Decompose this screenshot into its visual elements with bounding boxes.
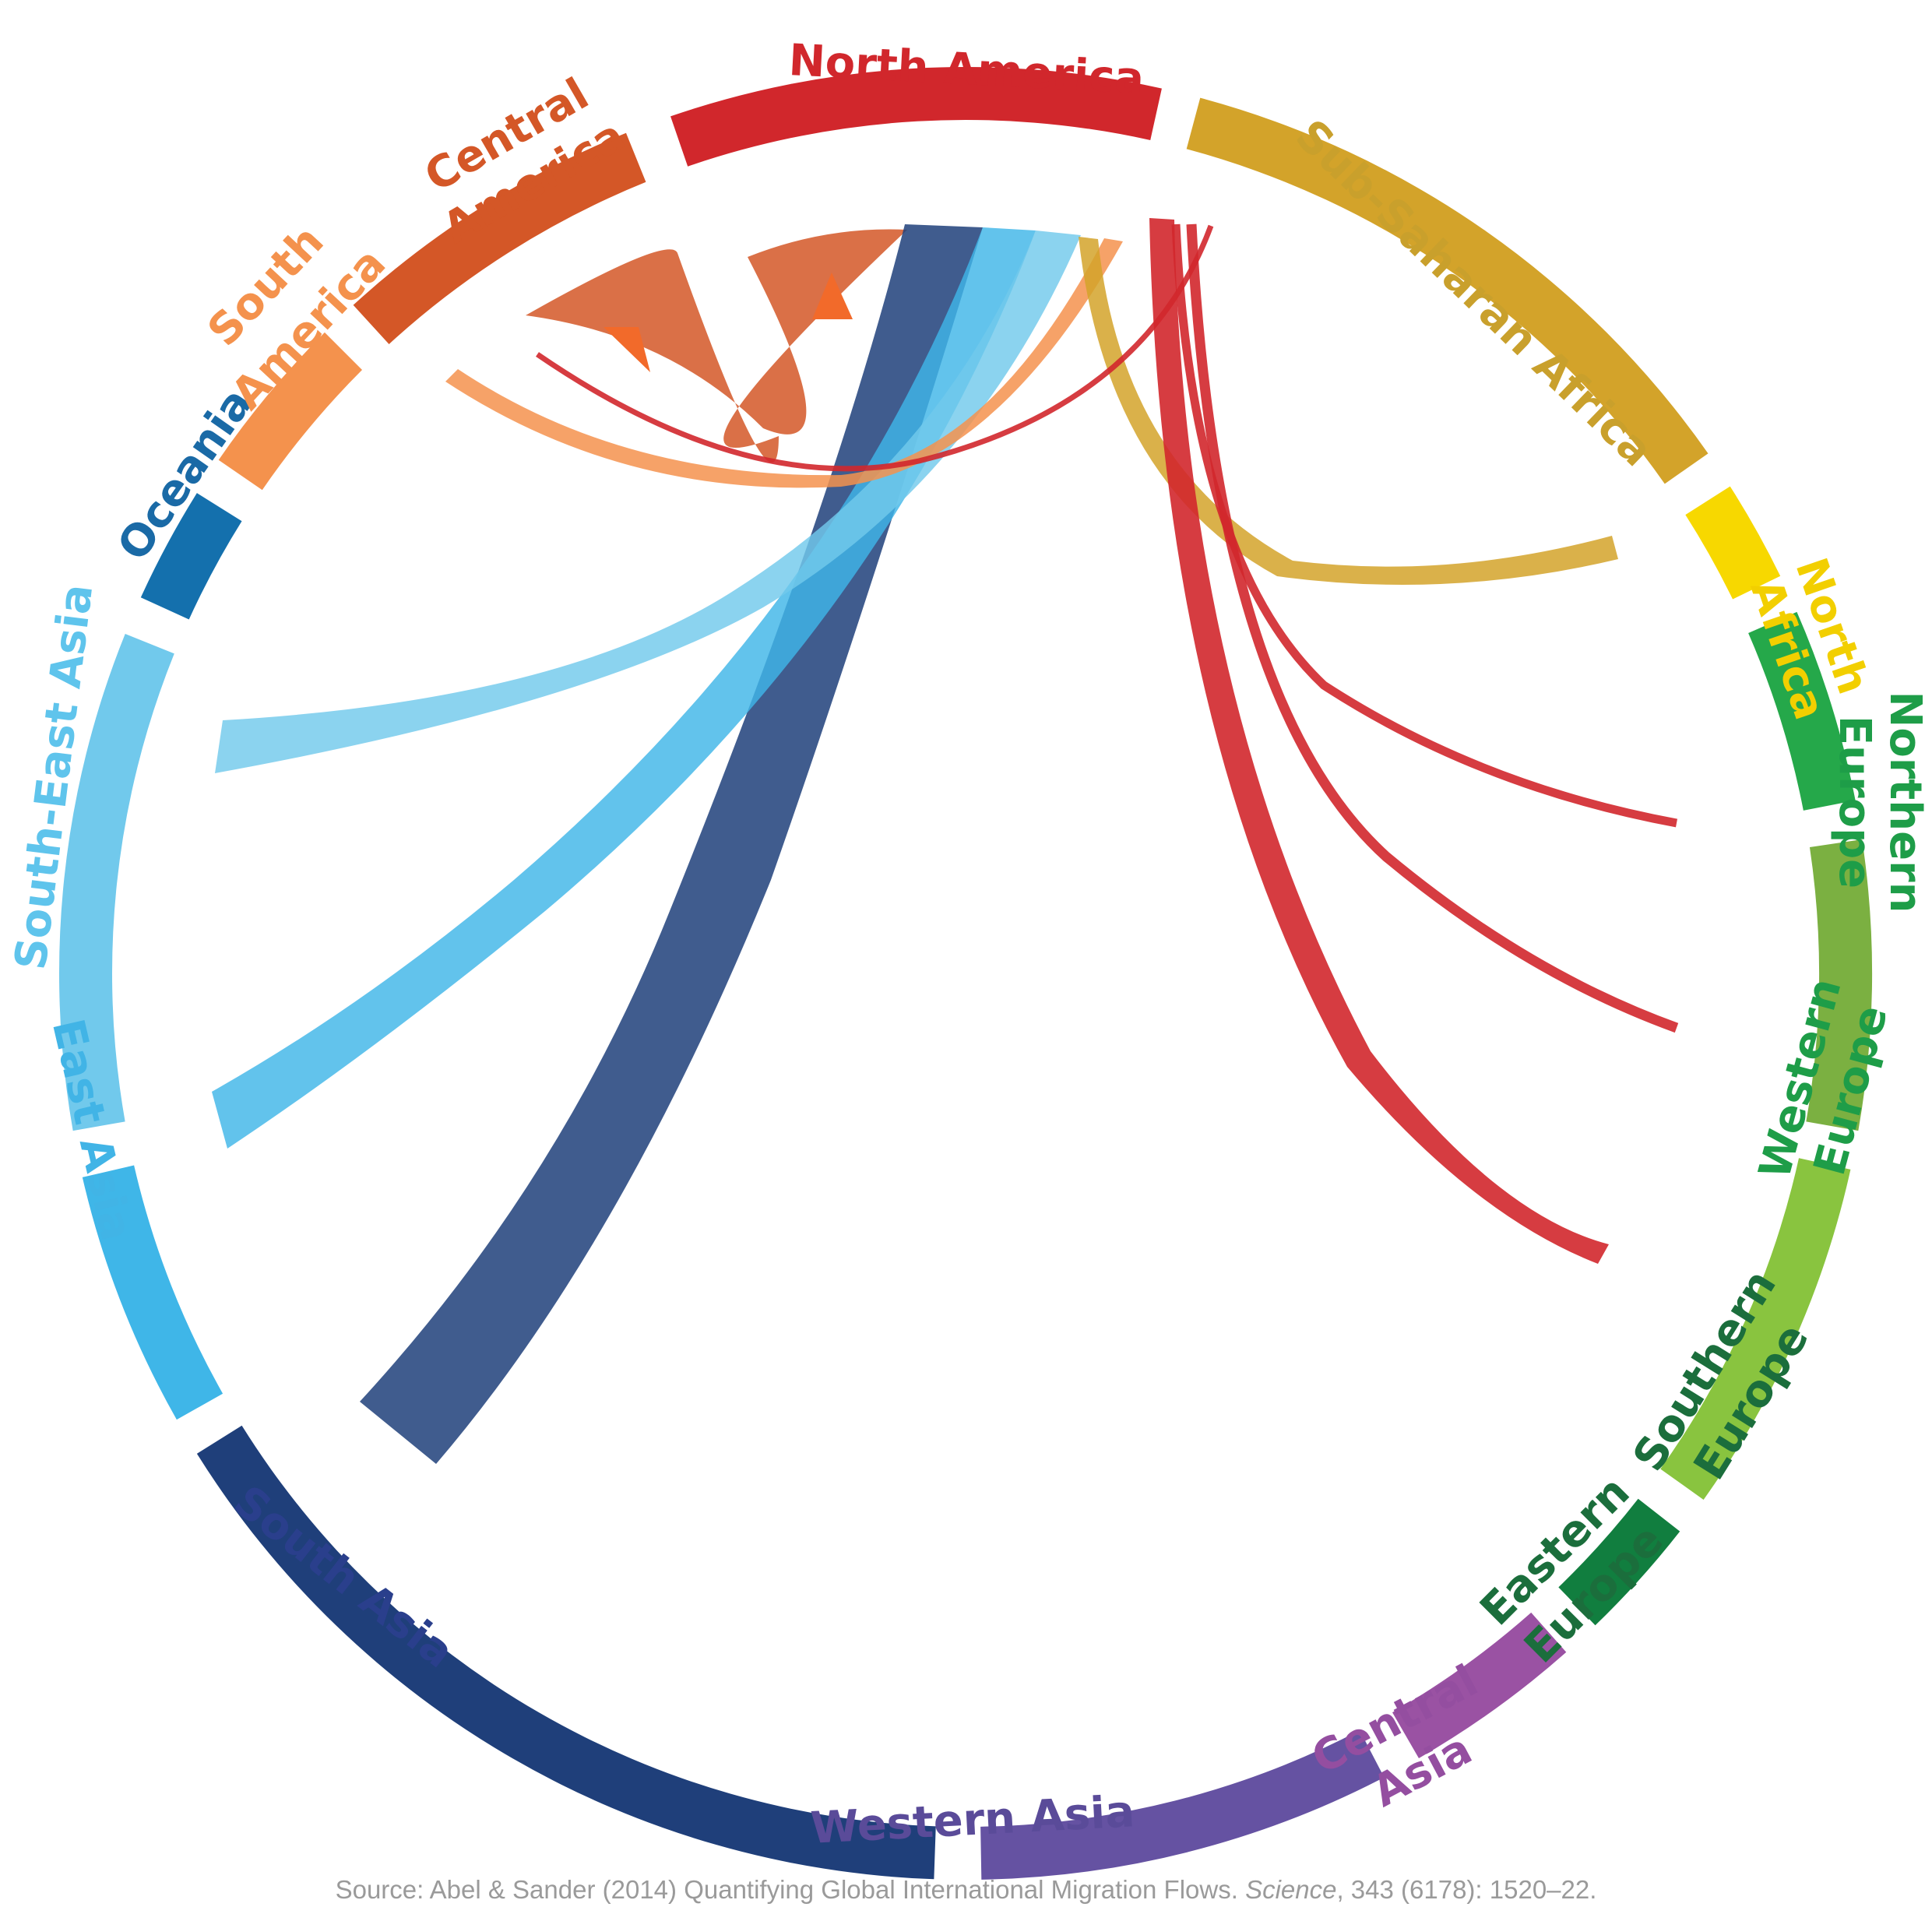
- flow-arrowhead-icon: [812, 273, 853, 319]
- arc-south-america: [218, 332, 363, 491]
- arc-central-asia: [1392, 1612, 1567, 1759]
- label-northern-europe-1: Northern: [1880, 691, 1930, 913]
- label-northern-europe-2: Europe: [1829, 716, 1880, 888]
- flow-ribbons: [212, 218, 1679, 1464]
- arc-south-asia: [196, 1425, 936, 1880]
- label-east-asia: East Asia: [42, 1015, 142, 1246]
- source-suffix: , 343 (6178): 1520–22.: [1336, 1875, 1597, 1904]
- flow-south-asia-north-america: [360, 224, 983, 1464]
- arc-sub-saharan-africa: [1186, 97, 1709, 484]
- flow-north-america-western-europe: [1186, 223, 1679, 1033]
- arc-northern-europe: [1748, 611, 1856, 811]
- arc-central-america: [353, 132, 646, 344]
- source-journal: Science: [1245, 1875, 1337, 1904]
- source-prefix: Source: Abel & Sander (2014) Quantifying…: [335, 1875, 1246, 1904]
- flow-sub-saharan-africa-north-america: [1079, 237, 1618, 585]
- flow-central-america-north-america: [526, 229, 907, 463]
- flow-north-america-northern-europe: [1171, 223, 1678, 828]
- flow-north-america-southern-europe: [1149, 218, 1609, 1264]
- arc-south-east-asia: [59, 633, 174, 1131]
- flow-south-east-asia-north-america: [215, 230, 1081, 773]
- arc-western-europe: [1806, 839, 1872, 1131]
- arc-eastern-europe: [1558, 1498, 1680, 1626]
- arc-north-america: [670, 67, 1162, 167]
- arc-east-asia: [82, 1165, 223, 1420]
- label-sub-saharan-africa: Sub-Saharan Africa: [1286, 111, 1663, 477]
- region-arcs: [59, 67, 1872, 1880]
- arc-oceania: [140, 493, 242, 620]
- arc-western-asia: [980, 1730, 1385, 1880]
- arc-southern-europe: [1660, 1158, 1851, 1500]
- flow-east-asia-north-america: [212, 227, 1036, 1149]
- source-note: Source: Abel & Sander (2014) Quantifying…: [0, 1875, 1932, 1905]
- flow-north-america-central-america: [536, 224, 1214, 472]
- flow-arrowhead-icon: [604, 327, 650, 372]
- arc-north-africa: [1685, 486, 1781, 600]
- label-south-asia: South Asia: [224, 1476, 463, 1679]
